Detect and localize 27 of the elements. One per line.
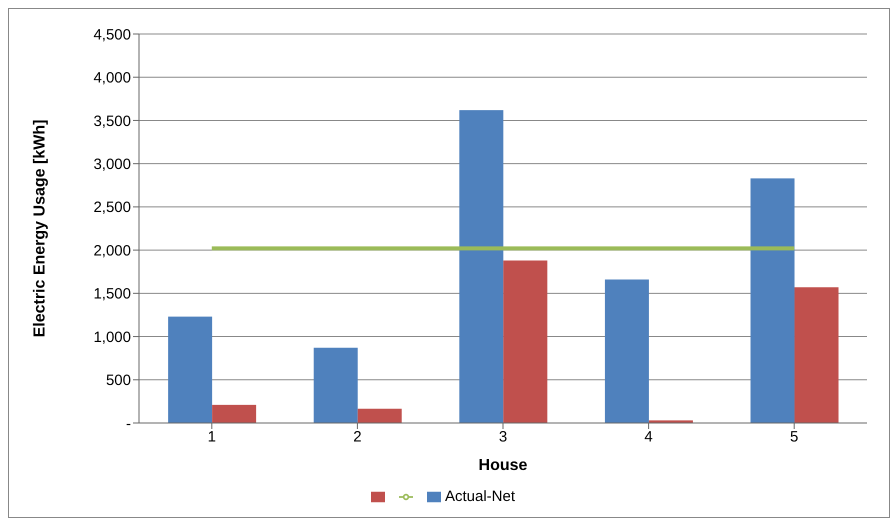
y-tick-label: 4,000 (93, 70, 131, 87)
x-axis-title: House (478, 457, 528, 474)
x-tick-label: 4 (644, 428, 653, 446)
bar (212, 404, 256, 423)
bar (794, 287, 839, 423)
y-tick-label: 1,000 (93, 328, 131, 346)
bar (358, 408, 402, 423)
x-tick-label: 3 (498, 428, 508, 446)
y-tick-label: 2,500 (93, 199, 131, 216)
x-tick-label: 2 (353, 428, 362, 446)
y-tick-label: 2,000 (93, 242, 131, 260)
bar (503, 260, 548, 423)
y-tick-label: - (126, 415, 131, 432)
bar (314, 348, 358, 423)
y-tick-label: 1,500 (93, 286, 131, 303)
bar (604, 280, 649, 423)
y-tick-label: 500 (106, 372, 131, 390)
y-tick-label: 4,500 (93, 26, 131, 44)
x-tick-label: 5 (790, 428, 798, 446)
bar (750, 178, 795, 423)
bar (459, 110, 504, 423)
legend-label: Actual-Net (444, 488, 516, 505)
bar (168, 316, 212, 423)
y-tick-label: 3,000 (93, 156, 131, 173)
y-tick-label: 3,500 (93, 112, 131, 130)
y-axis-title: Electric Energy Usage [kWh] (32, 120, 49, 338)
x-tick-label: 1 (208, 428, 216, 446)
